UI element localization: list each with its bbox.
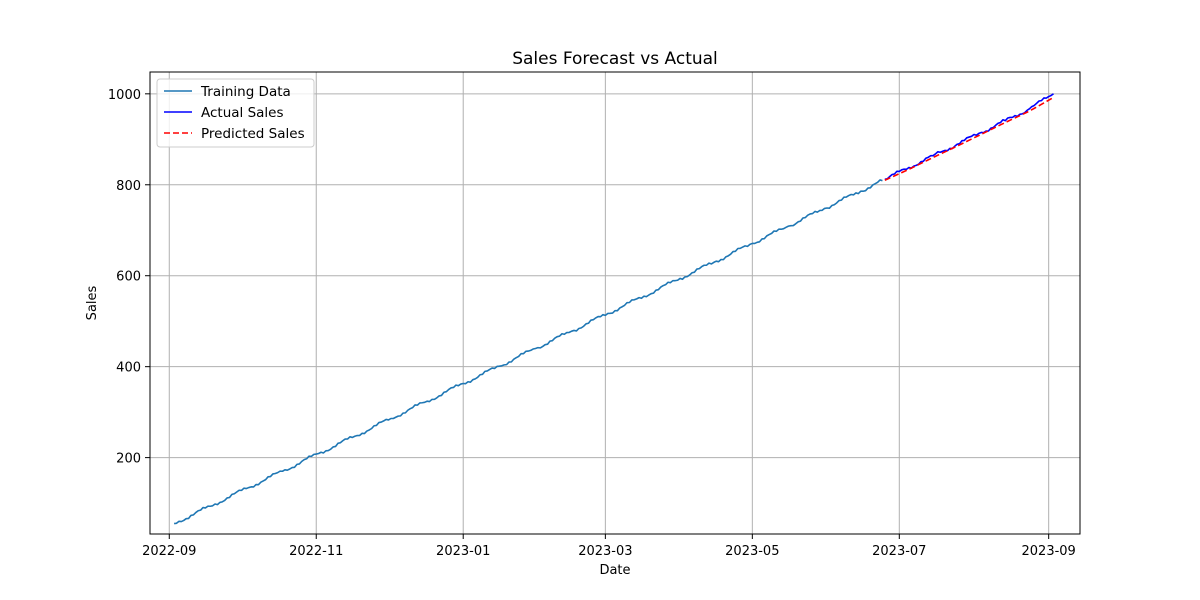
y-tick-label: 800 (116, 179, 141, 194)
x-tick-label: 2023-03 (578, 544, 632, 559)
x-tick-label: 2023-01 (436, 544, 490, 559)
y-axis-ticks: 200 400 600 800 1000 (108, 88, 150, 467)
x-axis-ticks: 2022-09 2022-11 2023-01 2023-03 2023-05 2023-… (142, 534, 1076, 559)
x-tick-label: 2023-09 (1022, 544, 1076, 559)
grid (150, 72, 1080, 534)
y-tick-label: 600 (116, 270, 141, 285)
y-axis-title: Sales (85, 285, 100, 320)
legend-label: Training Data (200, 84, 291, 100)
legend-box (156, 78, 315, 148)
series-line-predicted-sales (884, 96, 1054, 181)
plot-frame (149, 71, 1081, 535)
legend-label: Actual Sales (201, 105, 284, 121)
x-tick-label: 2023-05 (725, 544, 779, 559)
y-tick-label: 400 (116, 361, 141, 376)
series-layer (174, 93, 1054, 525)
chart-title: Sales Forecast vs Actual (512, 49, 718, 69)
legend-label: Predicted Sales (201, 126, 305, 142)
y-tick-label: 1000 (108, 88, 141, 103)
x-tick-label: 2023-07 (872, 544, 926, 559)
y-tick-label: 200 (116, 452, 141, 467)
x-tick-label: 2022-11 (289, 544, 343, 559)
legend: Training Data Actual Sales Predicted Sales (156, 78, 315, 148)
x-tick-label: 2022-09 (142, 544, 196, 559)
x-axis-title: Date (599, 563, 630, 578)
series-line-training-data (174, 179, 883, 525)
